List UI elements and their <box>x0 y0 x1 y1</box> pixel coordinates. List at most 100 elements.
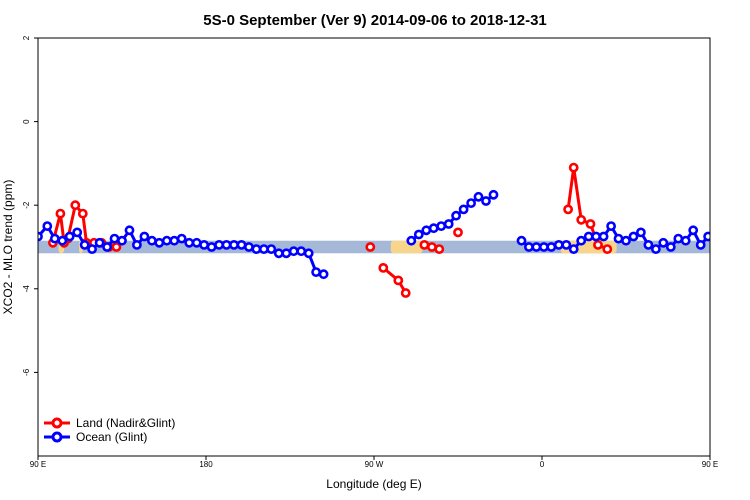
y-tick-label-0: 2 <box>22 35 31 40</box>
data-point-land-0-4 <box>70 200 81 211</box>
data-point-land-6-2 <box>733 239 740 246</box>
legend: Land (Nadir&Glint) Ocean (Glint) <box>44 416 175 444</box>
data-point-land-0-5 <box>77 208 88 219</box>
data-point-ocean-1-1 <box>413 229 424 240</box>
x-tick-label-2: 90 W <box>365 460 384 469</box>
series-layer <box>38 162 750 298</box>
data-point-ocean-0-19 <box>176 233 187 244</box>
data-point-ocean-0-10 <box>109 233 120 244</box>
y-axis-label: XCO2 - MLO trend (ppm) <box>1 180 15 315</box>
legend-label-ocean: Ocean (Glint) <box>76 430 147 444</box>
x-tick-label-0: 90 E <box>30 460 46 469</box>
data-point-land-5-4 <box>593 239 603 250</box>
data-point-ocean-2-24 <box>695 239 706 250</box>
data-point-ocean-0-8 <box>94 237 105 248</box>
data-point-ocean-2-7 <box>568 244 579 254</box>
data-point-ocean-1-5 <box>443 219 454 229</box>
data-point-ocean-2-25 <box>703 231 710 242</box>
data-point-ocean-2-29 <box>734 237 741 244</box>
data-point-ocean-0-16 <box>154 237 165 248</box>
data-point-land-3-0 <box>419 239 430 250</box>
data-point-ocean-0-31 <box>266 244 277 254</box>
x-tick-label-4: 90 E <box>702 460 718 469</box>
series-line-land-6 <box>725 205 750 247</box>
data-point-ocean-2-20 <box>665 242 676 252</box>
data-point-ocean-2-30 <box>742 235 749 242</box>
data-point-land-5-1 <box>568 162 579 173</box>
data-point-land-0-1 <box>55 208 66 219</box>
data-point-ocean-2-12 <box>606 221 616 231</box>
data-point-ocean-2-17 <box>643 239 654 250</box>
data-point-ocean-1-0 <box>406 235 417 246</box>
data-point-land-6-4 <box>744 202 750 209</box>
data-point-ocean-1-3 <box>428 223 439 234</box>
data-point-ocean-1-8 <box>466 198 476 208</box>
data-point-ocean-2-28 <box>727 237 734 244</box>
data-point-ocean-2-18 <box>651 244 661 254</box>
data-point-ocean-0-26 <box>229 239 239 250</box>
data-point-ocean-2-19 <box>658 237 669 248</box>
data-point-ocean-2-16 <box>636 227 646 238</box>
data-point-ocean-2-13 <box>613 233 624 244</box>
data-point-land-5-0 <box>563 204 573 215</box>
data-point-land-0-10 <box>111 242 122 252</box>
data-point-ocean-0-1 <box>42 221 53 231</box>
y-tick-label-2: -2 <box>22 201 31 209</box>
data-point-land-5-5 <box>602 244 613 254</box>
data-point-ocean-0-23 <box>206 242 217 252</box>
data-point-ocean-1-10 <box>481 196 491 206</box>
data-point-ocean-0-28 <box>243 242 254 252</box>
data-point-ocean-2-0 <box>516 235 527 246</box>
data-point-ocean-0-14 <box>139 231 150 242</box>
data-point-ocean-0-13 <box>131 239 142 250</box>
land-band-2 <box>390 240 423 254</box>
data-point-ocean-2-1 <box>524 242 534 252</box>
data-point-ocean-0-17 <box>161 235 172 246</box>
x-axis-label: Longitude (deg E) <box>326 477 421 491</box>
x-tick-label-3: 0 <box>540 460 545 469</box>
data-point-land-4-0 <box>453 227 463 238</box>
data-point-ocean-2-8 <box>576 235 587 246</box>
y-tick-label-1: 0 <box>22 119 31 124</box>
y-tick-label-3: -4 <box>22 285 31 293</box>
data-point-land-5-2 <box>576 214 587 225</box>
data-point-land-1-0 <box>365 242 376 252</box>
data-point-ocean-2-27 <box>720 239 727 246</box>
chart-title: 5S-0 September (Ver 9) 2014-09-06 to 201… <box>203 12 547 29</box>
data-point-ocean-0-37 <box>311 267 321 277</box>
data-point-ocean-0-35 <box>296 246 307 257</box>
data-point-ocean-0-32 <box>273 248 284 259</box>
data-point-ocean-0-5 <box>72 227 83 238</box>
data-point-ocean-0-36 <box>303 248 314 259</box>
x-tick-label-1: 180 <box>199 460 213 469</box>
data-point-ocean-0-29 <box>251 244 262 254</box>
land-band-4 <box>731 241 737 254</box>
data-point-ocean-0-3 <box>57 235 68 246</box>
data-point-land-6-3 <box>736 235 743 242</box>
background-band <box>38 240 737 254</box>
data-point-land-5-3 <box>585 219 596 229</box>
y-tick-label-4: -6 <box>22 368 31 376</box>
series-ocean <box>38 189 749 280</box>
data-point-ocean-2-10 <box>591 231 601 242</box>
data-point-ocean-0-22 <box>199 239 209 250</box>
data-point-ocean-0-38 <box>318 269 329 280</box>
data-point-ocean-1-9 <box>473 191 484 202</box>
data-point-ocean-2-14 <box>621 235 631 246</box>
data-point-ocean-2-26 <box>712 237 719 244</box>
data-point-ocean-0-6 <box>79 239 90 250</box>
data-point-land-2-1 <box>393 275 404 286</box>
data-point-ocean-2-22 <box>680 235 691 246</box>
legend-label-land: Land (Nadir&Glint) <box>76 416 175 430</box>
data-point-ocean-0-11 <box>117 235 127 246</box>
data-point-ocean-2-6 <box>561 239 572 250</box>
data-point-ocean-2-2 <box>531 242 542 252</box>
data-point-ocean-2-23 <box>688 225 699 236</box>
data-point-land-3-2 <box>434 244 445 254</box>
legend-marker-land <box>51 417 63 429</box>
data-point-ocean-1-11 <box>488 189 499 200</box>
data-point-ocean-0-25 <box>221 239 232 250</box>
data-point-ocean-0-9 <box>102 242 112 252</box>
y-axis: 2 0 -2 -4 -6 <box>22 35 38 376</box>
data-point-ocean-0-7 <box>87 244 97 254</box>
